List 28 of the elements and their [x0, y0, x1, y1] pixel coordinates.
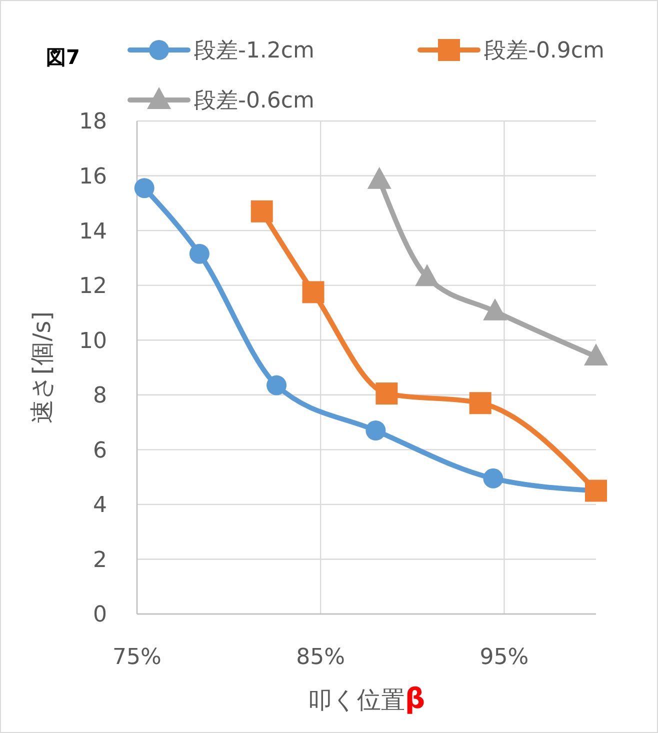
y-tick-label: 18 — [79, 110, 107, 135]
legend-label: 段差-0.6cm — [194, 88, 314, 114]
point — [302, 281, 324, 304]
y-tick-label: 8 — [93, 384, 107, 409]
point — [376, 382, 398, 405]
y-tick-label: 2 — [93, 548, 107, 573]
y-tick-label: 16 — [79, 164, 107, 190]
x-tick-label: 95% — [480, 645, 529, 670]
y-tick-label: 6 — [93, 438, 107, 464]
y-tick-label: 12 — [79, 274, 107, 300]
x-tick-label: 75% — [112, 645, 162, 670]
point — [250, 200, 273, 222]
chart-title: 図7 — [46, 45, 80, 69]
x-tick-label: 85% — [296, 645, 346, 670]
point — [189, 244, 210, 264]
y-tick-label: 10 — [79, 328, 107, 354]
y-axis-title: 速さ[個/s] — [28, 311, 56, 424]
point — [134, 178, 154, 198]
y-tick-label: 0 — [93, 602, 107, 628]
x-axis-title: 叩く位置β — [308, 682, 426, 715]
point — [483, 468, 504, 488]
point — [469, 392, 492, 414]
legend-label: 段差-1.2cm — [194, 38, 314, 64]
point — [266, 375, 287, 396]
legend-label: 段差-0.9cm — [484, 38, 604, 64]
y-tick-label: 4 — [93, 493, 107, 518]
point — [366, 420, 386, 440]
y-tick-label: 14 — [79, 219, 107, 244]
